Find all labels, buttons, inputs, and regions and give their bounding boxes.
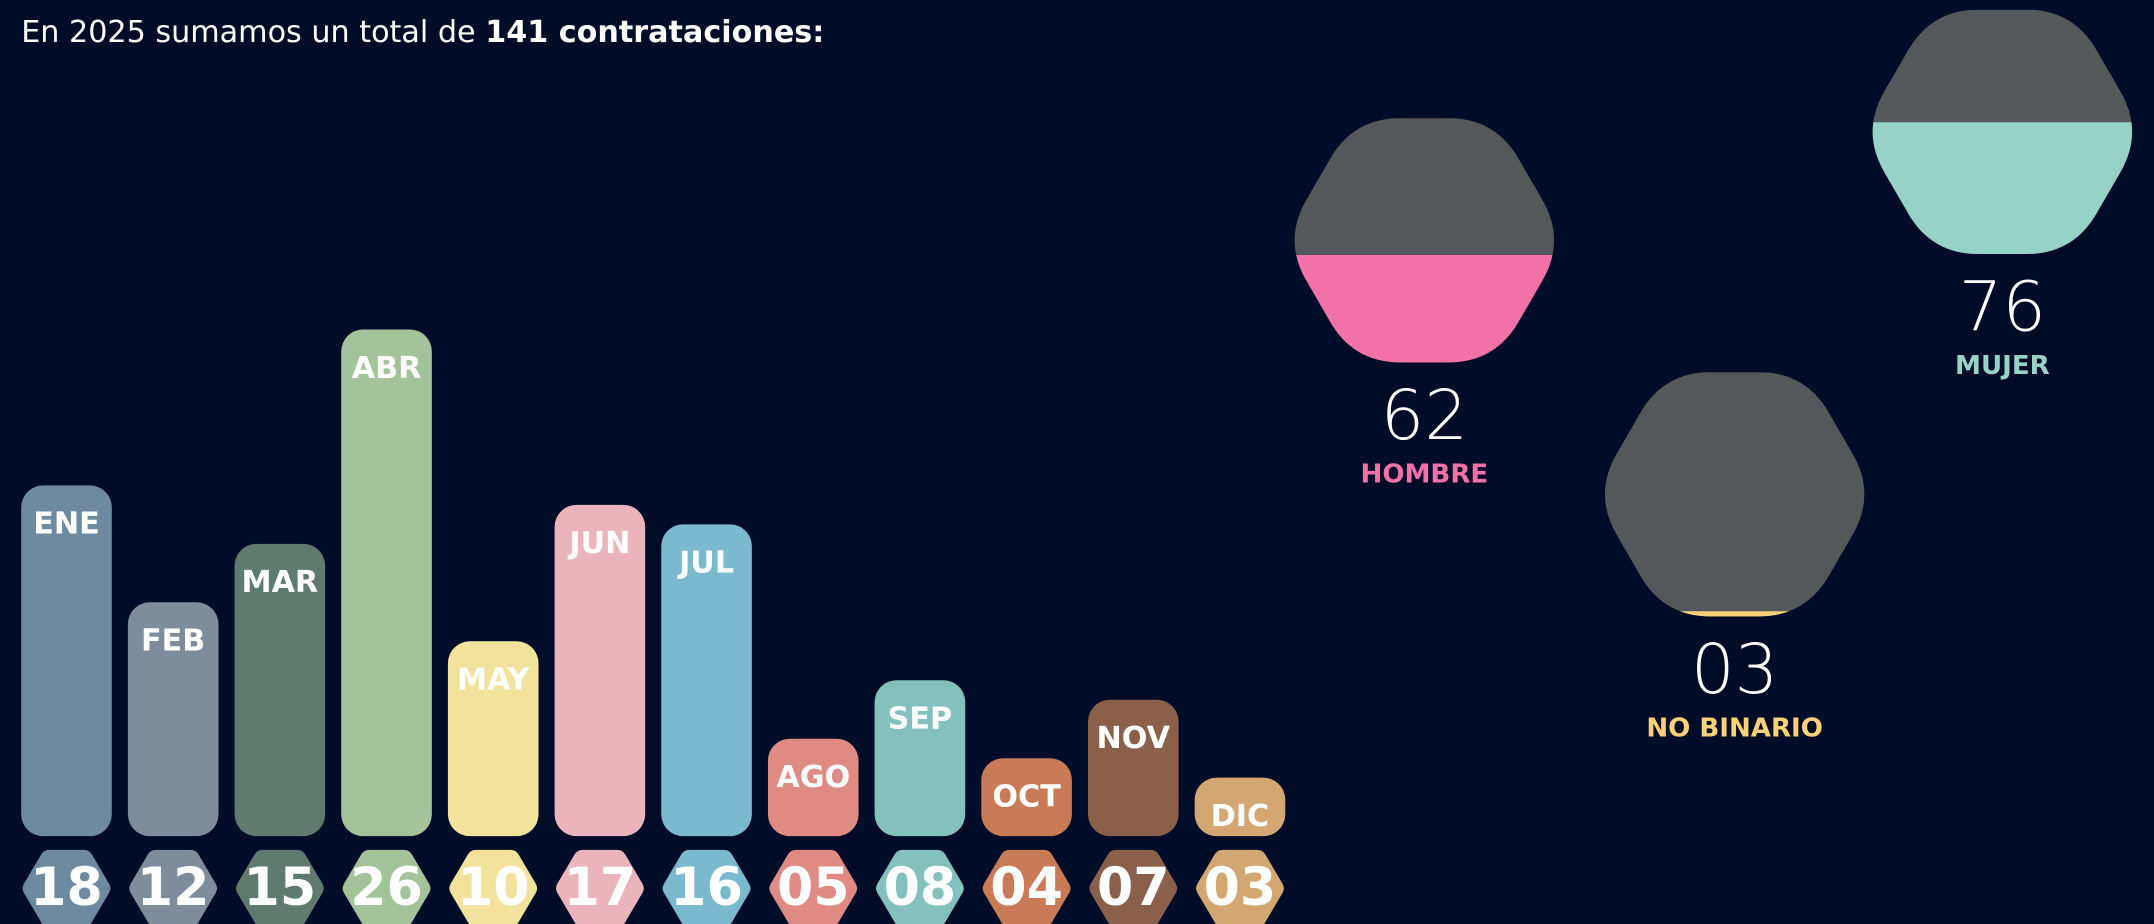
value-badge [22,849,111,924]
bar-label: FEB [141,624,205,659]
bar-label: OCT [992,780,1061,815]
value-badge [235,849,324,924]
bar [1194,777,1286,837]
bar-label: NOV [1097,721,1171,756]
hex-value: 03 [1691,630,1778,710]
value-label: 16 [670,858,743,918]
bar [127,602,219,837]
value-label: 17 [564,858,637,918]
value-label: 10 [457,858,530,918]
bar [447,641,539,837]
title-text: En 2025 sumamos un total de [21,14,475,49]
value-badge [449,849,538,924]
hex-background [1604,372,1865,617]
value-badge [769,849,858,924]
hex-label: HOMBRE [1360,460,1488,490]
chart-title: En 2025 sumamos un total de 141 contrata… [21,14,824,49]
bar [981,758,1072,837]
title-bold: 141 contrataciones: [485,14,824,49]
bar-label: JUL [677,546,734,581]
value-label: 04 [990,858,1063,918]
hex-label: MUJER [1955,351,2050,381]
value-badge [982,849,1071,924]
bar-label: MAR [242,565,319,600]
value-badge [1089,849,1178,924]
value-label: 26 [350,858,423,918]
value-badge [876,849,964,924]
bar [234,543,326,837]
bar-label: MAY [457,663,531,698]
value-label: 03 [1204,858,1277,918]
bar [767,738,859,837]
value-label: 12 [137,858,210,918]
bar-label: ENE [33,507,100,542]
value-badge [555,849,644,924]
value-badge [129,849,218,924]
hex-fill [1604,611,1865,617]
bar [661,524,752,837]
bar [21,485,112,837]
value-label: 07 [1097,858,1170,918]
bar [341,329,432,837]
value-badge [1196,849,1284,924]
hex-label: NO BINARIO [1646,714,1823,744]
bar-label: AGO [776,760,850,795]
hex-fill [1872,122,2133,254]
value-label: 05 [777,858,850,918]
value-label: 18 [30,858,103,918]
value-label: 15 [244,858,317,918]
bar [554,504,646,837]
bar [874,680,966,837]
value-badge [662,849,751,924]
bar-label: ABR [352,351,422,386]
hex-value: 62 [1381,376,1468,456]
hex-value: 76 [1959,268,2046,348]
value-badge [342,849,431,924]
bar-label: JUN [567,526,630,561]
bar-label: DIC [1211,799,1269,834]
value-label: 08 [884,858,957,918]
bar-label: SEP [888,702,953,737]
hex-fill [1294,254,1555,363]
bar [1087,699,1179,837]
